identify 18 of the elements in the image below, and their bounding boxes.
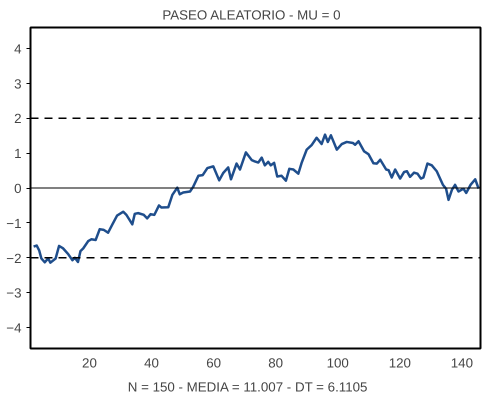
text: N = 150 - MEDIA = 11.007 - DT = 6.1105: [128, 380, 368, 394]
x-tick-label: 120: [388, 356, 411, 370]
chart-title: PASEO ALEATORIO - MU = 0: [162, 8, 341, 22]
y-tick-label: −3: [6, 286, 22, 301]
x-tick-label: 100: [326, 356, 349, 370]
y-tick-label: −2: [6, 250, 22, 266]
y-tick-label: 3: [14, 76, 22, 92]
y-tick-label: 2: [14, 111, 22, 126]
y-tick-label: 0: [14, 181, 22, 196]
y-tick-label: −1: [6, 216, 22, 231]
y-tick-label: −4: [6, 320, 22, 336]
x-tick-label: 140: [450, 356, 474, 370]
x-tick-label: 80: [268, 356, 284, 370]
x-tick-label: 40: [144, 356, 159, 370]
y-tick-label: 1: [14, 146, 22, 162]
y-tick-label: 4: [14, 41, 22, 56]
x-tick-label: 60: [206, 356, 222, 370]
x-tick-label: 20: [82, 356, 97, 370]
